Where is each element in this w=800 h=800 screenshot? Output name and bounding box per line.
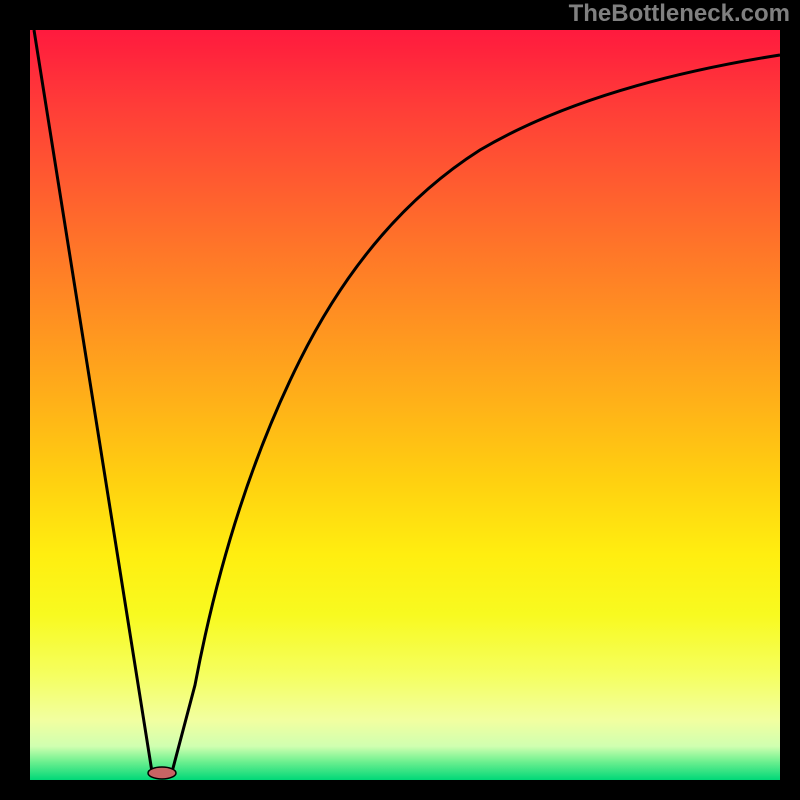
valley-marker [148,767,176,779]
plot-background [30,30,780,780]
bottleneck-chart [0,0,800,800]
watermark-text: TheBottleneck.com [569,0,790,28]
chart-container: TheBottleneck.com [0,0,800,800]
